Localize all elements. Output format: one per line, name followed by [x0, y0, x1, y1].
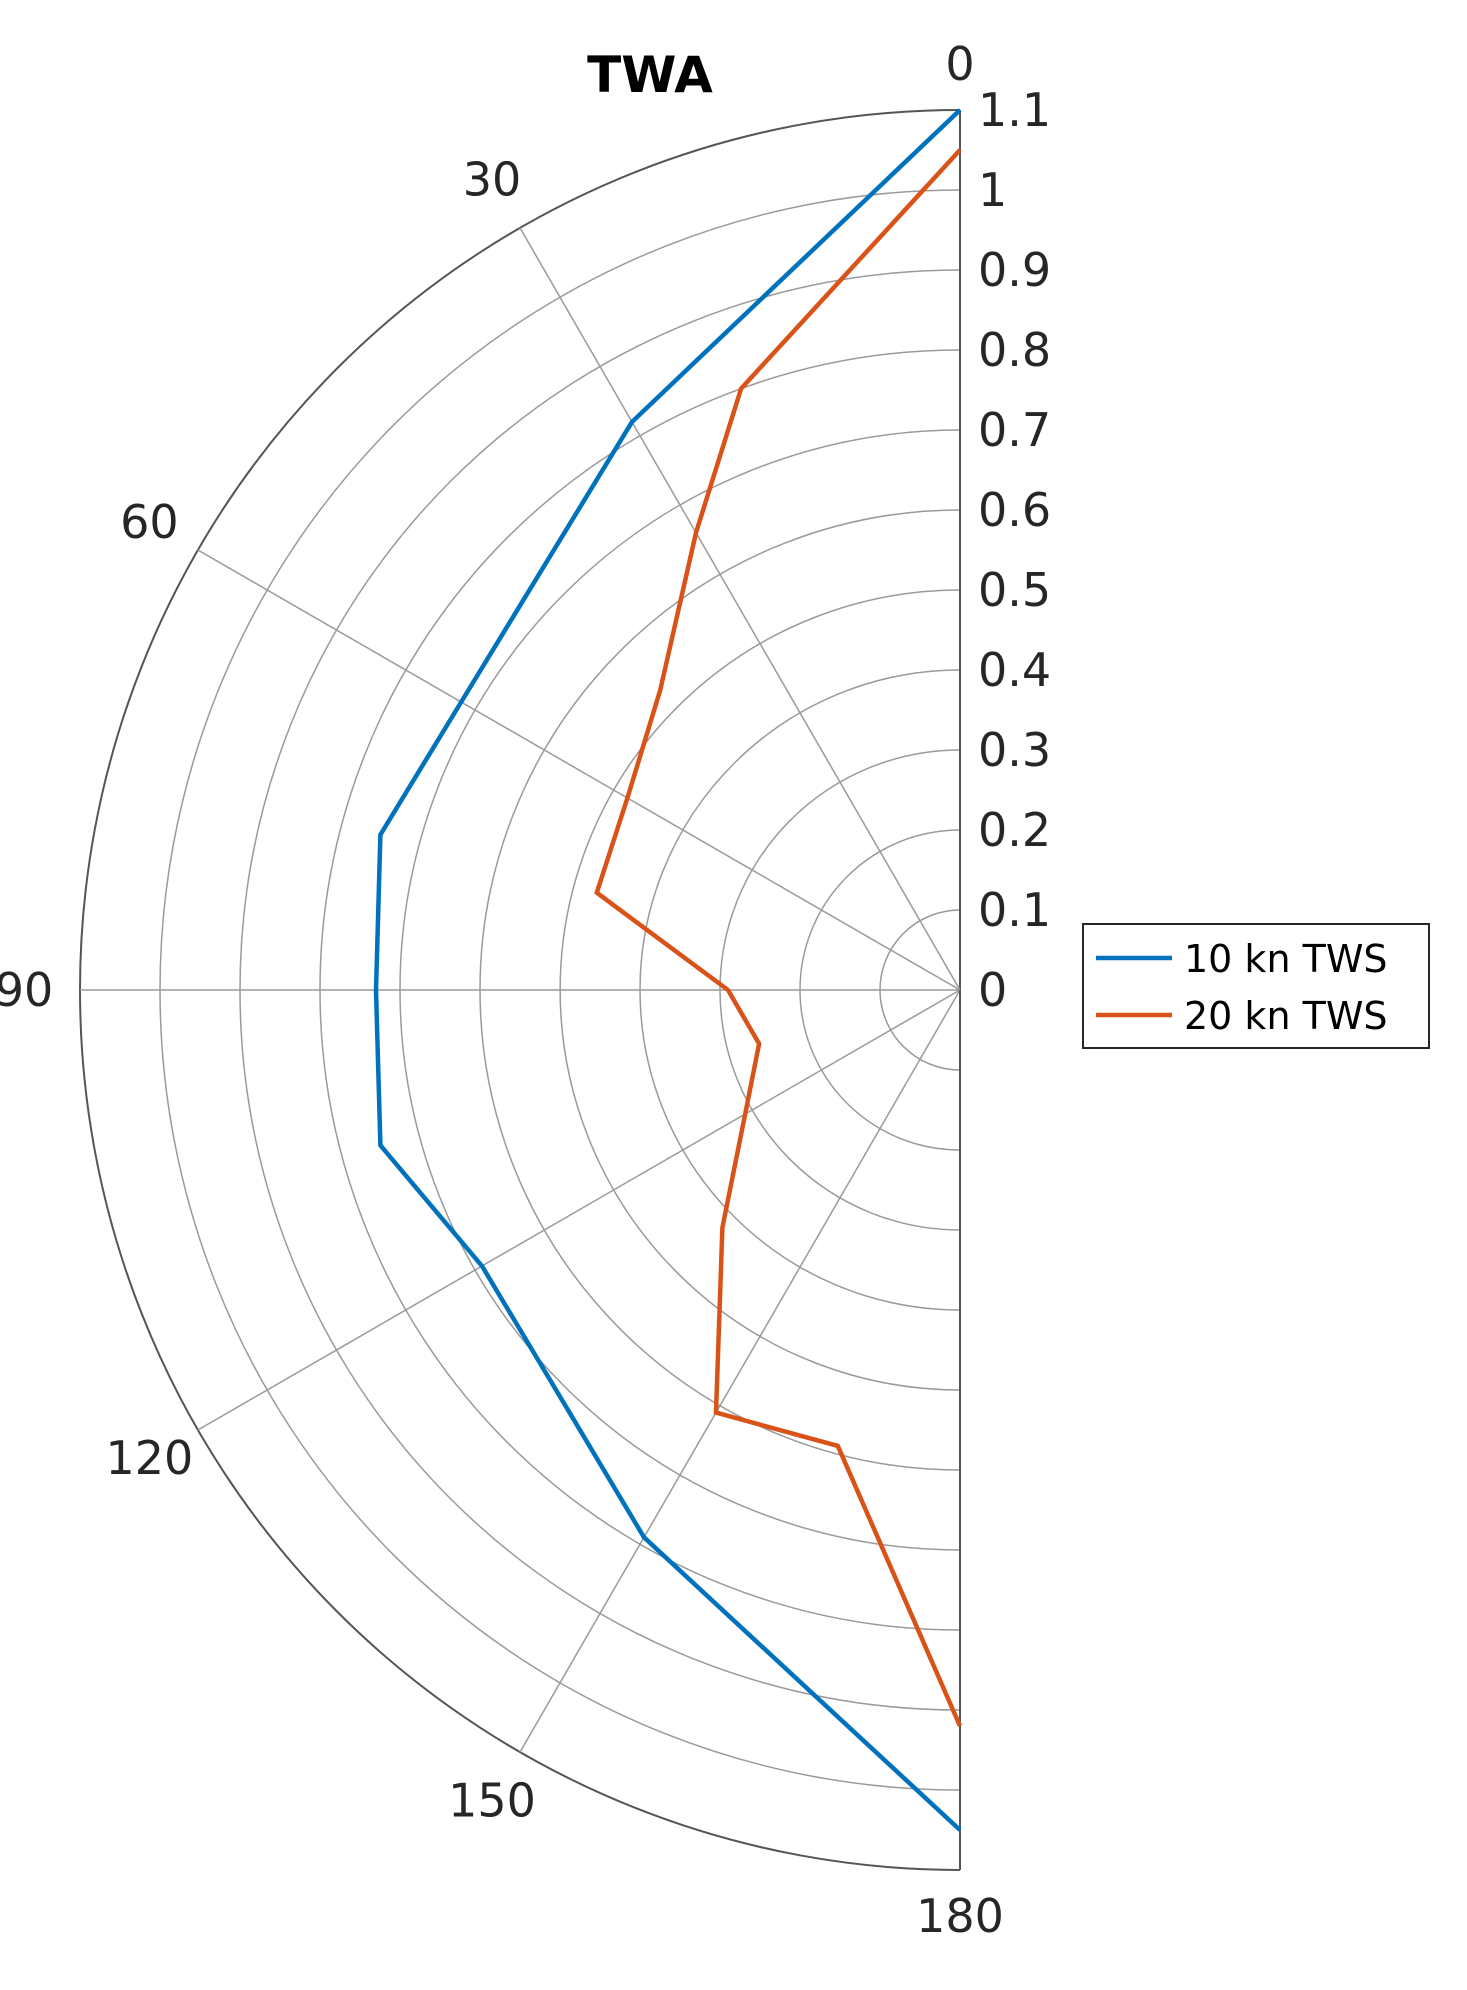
legend-label-10kn: 10 kn TWS: [1184, 937, 1388, 981]
r-tick-label-7: 0.7: [978, 403, 1051, 457]
theta-grid-spoke-150: [519, 989, 961, 1753]
theta-tick-label-180: 180: [916, 1889, 1004, 1943]
tick-labels: 00.10.20.30.40.50.60.70.80.911.103060901…: [0, 37, 1051, 1943]
legend-box: [1082, 923, 1430, 1049]
r-tick-label-4: 0.4: [978, 643, 1051, 697]
r-tick-label-9: 0.9: [978, 243, 1051, 297]
r-tick-label-3: 0.3: [978, 723, 1051, 777]
theta-tick-label-150: 150: [448, 1774, 536, 1828]
chart-title: TWA: [587, 46, 713, 104]
theta-tick-label-120: 120: [105, 1431, 193, 1485]
r-tick-label-11: 1.1: [978, 83, 1051, 137]
series-line-20-kn-tws: [594, 148, 963, 1727]
r-tick-label-8: 0.8: [978, 323, 1051, 377]
legend: 10 kn TWS 20 kn TWS: [1082, 923, 1430, 1049]
r-tick-label-10: 1: [978, 163, 1007, 217]
theta-tick-label-30: 30: [463, 152, 522, 206]
theta-tick-label-60: 60: [120, 495, 179, 549]
r-tick-label-1: 0.1: [978, 883, 1051, 937]
r-tick-label-6: 0.6: [978, 483, 1051, 537]
r-tick-label-2: 0.2: [978, 803, 1051, 857]
data-series: [373, 108, 963, 1832]
series-line-10-kn-tws: [373, 108, 962, 1832]
theta-tick-label-0: 0: [945, 37, 974, 91]
theta-grid-spoke-120: [197, 989, 961, 1431]
r-tick-label-0: 0: [978, 963, 1007, 1017]
theta-grid-spoke-30: [519, 227, 961, 991]
legend-label-20kn: 20 kn TWS: [1184, 994, 1388, 1038]
polar-grid: [79, 109, 961, 1871]
theta-grid-spoke-60: [197, 549, 961, 991]
theta-tick-label-90: 90: [0, 963, 53, 1017]
r-tick-label-5: 0.5: [978, 563, 1051, 617]
